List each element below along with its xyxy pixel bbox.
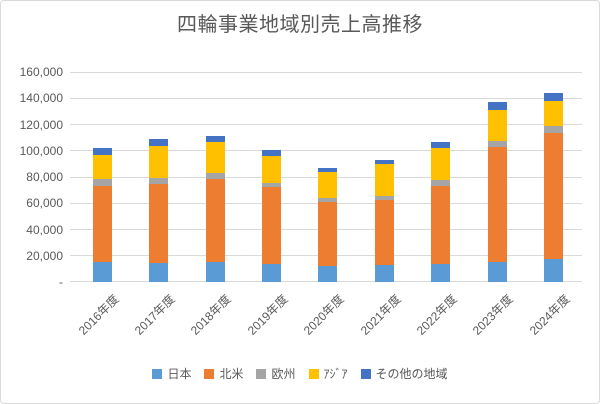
bar-segment — [149, 138, 169, 146]
legend-swatch — [256, 369, 267, 379]
bar-segment — [374, 159, 394, 165]
bar-segment — [261, 155, 281, 184]
bar-segment — [543, 259, 563, 282]
bar-segment — [487, 146, 507, 262]
bar-segment — [205, 173, 225, 180]
bar-segment — [205, 179, 225, 262]
bar-segment — [318, 198, 338, 203]
y-axis-tick-label: 100,000 — [19, 143, 63, 158]
bar-segment — [205, 135, 225, 143]
bar-segment — [261, 186, 281, 264]
legend-label: 欧州 — [271, 367, 296, 381]
legend-label: 北米 — [219, 367, 244, 381]
bar-segment — [543, 101, 563, 126]
x-axis-category-label: 2020年度 — [300, 292, 347, 338]
y-axis: - 20,000 40,000 60,000 80,000 100,000 120,000 1… — [1, 1, 63, 403]
bar-segment — [92, 178, 112, 187]
gridline — [70, 124, 582, 125]
bar-segment — [318, 172, 338, 199]
legend-item: ｱｼﾞｱ — [308, 367, 348, 381]
bar-segment — [431, 186, 451, 264]
legend-swatch — [152, 369, 163, 379]
bar-segment — [374, 265, 394, 282]
legend-label: ｱｼﾞｱ — [323, 367, 348, 381]
legend-swatch — [308, 369, 319, 379]
bar-segment — [149, 177, 169, 185]
bar-segment — [431, 142, 451, 148]
legend-item: 北米 — [204, 367, 243, 381]
bar-segment — [149, 262, 169, 282]
x-axis-category-label: 2017年度 — [131, 292, 178, 338]
bar-segment — [92, 148, 112, 156]
bar-segment — [374, 196, 394, 200]
bar-segment — [374, 164, 394, 197]
y-axis-tick-label: 60,000 — [26, 196, 63, 211]
bar-segment — [261, 183, 281, 187]
legend-item: その他の地域 — [360, 367, 448, 381]
bar-segment — [261, 263, 281, 282]
bar-segment — [431, 148, 451, 180]
y-axis-tick-label: 20,000 — [26, 248, 63, 263]
bar-segment — [487, 261, 507, 282]
legend: 日本 北米 欧州 ｱｼﾞｱ その他の地域 — [1, 367, 599, 381]
chart-title: 四輪事業地域別売上高推移 — [177, 14, 423, 36]
bar-segment — [487, 109, 507, 141]
gridline — [70, 150, 582, 152]
gridline — [70, 97, 582, 99]
legend-item: 欧州 — [256, 367, 296, 381]
x-axis-category-label: 2023年度 — [470, 292, 516, 338]
x-axis-category-label: 2021年度 — [357, 292, 404, 338]
legend-item: 日本 — [152, 367, 191, 381]
bar-segment — [543, 125, 563, 134]
bar-segment — [543, 133, 563, 260]
bar-segment — [92, 186, 112, 262]
plot-area — [70, 71, 582, 282]
y-axis-tick-label: 160,000 — [19, 65, 63, 79]
legend-swatch — [204, 369, 215, 379]
y-axis-tick-label: 40,000 — [26, 222, 63, 237]
bar-segment — [487, 140, 507, 147]
bar-segment — [149, 184, 169, 263]
x-axis-category-label: 2019年度 — [244, 292, 291, 338]
bar-segment — [431, 179, 451, 187]
bar-segment — [318, 168, 338, 173]
bar-segment — [318, 202, 338, 266]
bar-segment — [205, 142, 225, 174]
bar-segment — [487, 102, 507, 110]
legend-swatch — [360, 369, 371, 379]
legend-label: その他の地域 — [375, 367, 448, 381]
bar-segment — [431, 263, 451, 282]
y-axis-tick-label: 120,000 — [19, 117, 63, 132]
x-axis-category-label: 2018年度 — [188, 292, 234, 338]
x-axis-category-label: 2016年度 — [75, 292, 122, 338]
y-axis-tick-label: 80,000 — [26, 170, 63, 184]
bar-segment — [318, 265, 338, 282]
bar-segment — [92, 261, 112, 282]
x-axis-category-label: 2024年度 — [526, 292, 573, 338]
y-axis-tick-label: - — [59, 275, 63, 289]
bar-segment — [261, 149, 281, 156]
gridline — [70, 71, 582, 73]
bar-segment — [543, 92, 563, 102]
bar-segment — [92, 155, 112, 179]
y-axis-tick-label: 140,000 — [19, 91, 63, 106]
bar-segment — [149, 145, 169, 178]
bar-segment — [205, 261, 225, 282]
legend-label: 日本 — [167, 367, 192, 381]
x-axis-category-label: 2022年度 — [413, 292, 460, 338]
bar-segment — [374, 199, 394, 266]
